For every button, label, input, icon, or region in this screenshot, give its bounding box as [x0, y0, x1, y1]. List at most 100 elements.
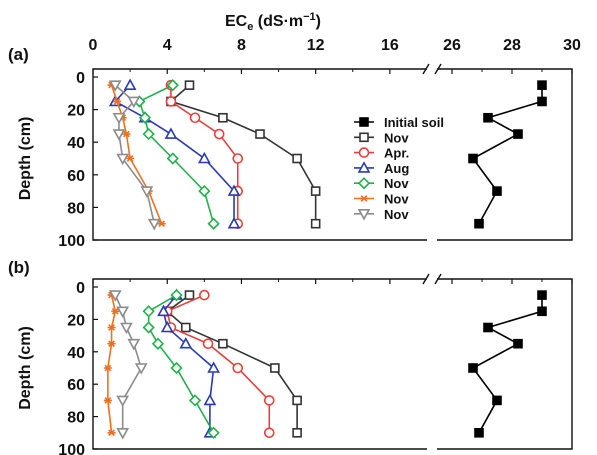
data-point — [113, 98, 122, 105]
data-point — [513, 338, 523, 349]
data-point — [232, 362, 244, 374]
data-point — [116, 395, 130, 408]
series-nov — [108, 80, 161, 231]
data-point — [107, 324, 116, 331]
data-point — [126, 155, 135, 162]
legend-marker — [357, 161, 371, 173]
data-point — [227, 184, 241, 196]
legend-marker — [358, 147, 370, 158]
data-point — [483, 322, 493, 333]
data-point — [170, 288, 183, 302]
legend-item: Aug — [354, 161, 409, 176]
data-point — [120, 322, 133, 335]
legend-label: Initial soil — [384, 115, 444, 130]
legend-item: Nov — [354, 130, 409, 145]
panel-label: (b) — [8, 258, 30, 277]
y-tick-label: 80 — [67, 410, 85, 427]
panel-b: (b) 0 20 40 60 80 100 Depth (cm) — [8, 258, 573, 455]
data-point — [179, 337, 193, 349]
data-point — [292, 395, 302, 406]
series-line — [471, 295, 543, 434]
data-point — [108, 290, 122, 302]
y-tick-label: 0 — [76, 70, 85, 87]
data-point — [111, 307, 120, 315]
data-point — [166, 152, 179, 165]
data-point — [203, 393, 217, 406]
plot-frame-left — [92, 278, 427, 450]
x-axis-title-close: ) — [316, 13, 321, 30]
y-tick-label: 0 — [76, 280, 85, 297]
data-point — [255, 129, 265, 139]
data-point — [116, 427, 130, 440]
y-tick-label: 60 — [67, 377, 85, 394]
data-point — [199, 289, 210, 301]
legend-marker — [359, 132, 369, 143]
legend-item: Initial soil — [354, 115, 444, 130]
data-point — [103, 397, 112, 404]
x-axis-title-unit: (dS·m — [253, 13, 303, 30]
legend-label: Nov — [384, 176, 409, 191]
data-point — [166, 79, 179, 92]
data-point — [122, 130, 131, 138]
data-point — [127, 96, 141, 109]
x-tick-label: 28 — [503, 37, 521, 54]
data-point — [227, 217, 241, 229]
data-point — [107, 429, 116, 437]
data-point — [184, 80, 195, 90]
x-tick-label: 16 — [381, 37, 399, 54]
y-tick-label: 80 — [67, 200, 85, 217]
data-point — [165, 96, 177, 107]
top-tick-labels: 0 4 8 12 16 26 28 30 — [89, 37, 581, 54]
series-initial-soil — [468, 80, 547, 229]
data-point — [218, 338, 228, 349]
panel-label: (a) — [8, 45, 29, 64]
data-point — [197, 151, 211, 164]
data-point — [292, 427, 302, 438]
data-point — [140, 186, 154, 198]
axis-break-mark — [422, 63, 442, 75]
x-tick-label: 30 — [563, 37, 581, 54]
series-nov — [103, 291, 120, 437]
data-point — [537, 80, 547, 90]
legend-item: Nov — [354, 207, 409, 222]
legend-marker — [357, 177, 371, 190]
y-tick-label: 20 — [67, 103, 85, 120]
plot-frame-right — [437, 278, 573, 450]
data-point — [138, 111, 152, 124]
data-point — [468, 153, 478, 164]
x-axis-title-sup: −1 — [303, 11, 316, 23]
legend-item: Nov — [354, 192, 409, 207]
legend-label: Nov — [384, 207, 409, 222]
legend-label: Nov — [384, 130, 409, 145]
data-point — [134, 363, 148, 375]
data-point — [263, 395, 275, 406]
legend-label: Apr. — [384, 146, 409, 161]
data-point — [218, 112, 228, 123]
data-point — [202, 338, 214, 350]
data-point — [157, 304, 170, 317]
data-point — [112, 112, 126, 125]
data-point — [127, 338, 141, 351]
y-tick-label: 100 — [58, 233, 85, 250]
data-point — [310, 218, 321, 229]
y-axis-title: Depth (cm) — [17, 117, 34, 201]
data-point — [213, 128, 225, 140]
data-point — [310, 186, 321, 196]
legend-item: Apr. — [354, 146, 409, 161]
legend-label: Aug — [384, 161, 409, 176]
series-nov — [142, 288, 220, 439]
series-line — [471, 85, 543, 225]
data-point — [263, 427, 275, 439]
data-point — [107, 340, 116, 348]
data-point — [232, 153, 244, 164]
x-tick-label: 8 — [237, 37, 246, 54]
series-initial-soil — [468, 290, 547, 438]
data-point — [198, 184, 211, 198]
legend-marker — [359, 117, 369, 127]
plot-frame-left — [92, 68, 427, 241]
data-point — [474, 218, 484, 229]
panel-a: (a) 0 20 40 60 80 100 Depth (cm) — [8, 45, 573, 250]
data-point — [103, 364, 112, 372]
data-point — [170, 361, 183, 375]
